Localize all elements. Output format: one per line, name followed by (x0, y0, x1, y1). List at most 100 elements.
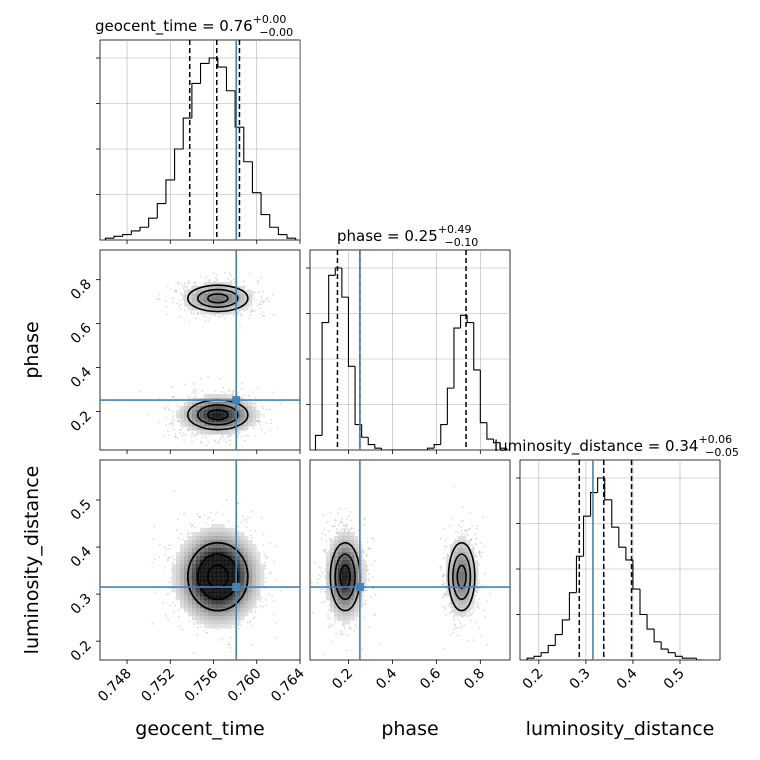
density-cell (180, 422, 184, 426)
sample-point (370, 596, 372, 598)
density-cell (212, 528, 216, 532)
density-cell (224, 430, 228, 434)
sample-point (244, 519, 246, 521)
sample-point (332, 525, 334, 527)
sample-point (177, 519, 179, 521)
sample-point (363, 524, 365, 526)
density-cell (224, 588, 228, 592)
sample-point (207, 441, 209, 443)
density-cell (180, 564, 184, 568)
sample-point (318, 578, 320, 580)
sample-point (197, 313, 199, 315)
sample-point (216, 274, 218, 276)
sample-point (349, 511, 351, 513)
density-cell (228, 576, 232, 580)
sample-point (369, 547, 371, 549)
sample-point (266, 298, 268, 300)
sample-point (250, 311, 252, 313)
density-cell (212, 580, 216, 584)
histogram-bin (487, 423, 494, 439)
sample-point (173, 291, 175, 293)
injection-marker (232, 396, 240, 404)
sample-point (180, 316, 182, 318)
injection-marker (232, 583, 240, 591)
sample-point (189, 523, 191, 525)
density-cell (180, 592, 184, 596)
sample-point (204, 514, 206, 516)
sample-point (340, 630, 342, 632)
sample-point (182, 285, 184, 287)
sample-point (272, 294, 274, 296)
sample-point (183, 432, 185, 434)
density-cell (180, 600, 184, 604)
density-cell (248, 414, 252, 418)
density-cell (176, 596, 180, 600)
sample-point (260, 428, 262, 430)
density-cell (208, 604, 212, 608)
sample-point (374, 614, 376, 616)
y-tick-label-phase: 0.8 (68, 276, 95, 303)
sample-point (254, 530, 256, 532)
density-cell (188, 600, 192, 604)
sample-point (257, 387, 259, 389)
sample-point (364, 518, 366, 520)
density-cell (212, 414, 216, 418)
density-cell (212, 568, 216, 572)
density-cell (196, 608, 200, 612)
sample-point (276, 580, 278, 582)
sample-point (166, 616, 168, 618)
density-cell (184, 608, 188, 612)
density-cell (252, 580, 256, 584)
density-cell (252, 406, 256, 410)
sample-point (240, 624, 242, 626)
density-cell (240, 576, 244, 580)
density-cell (216, 528, 220, 532)
density-cell (192, 418, 196, 422)
histogram-bin (175, 149, 184, 180)
sample-point (174, 436, 176, 438)
density-cell (196, 556, 200, 560)
density-cell (208, 616, 212, 620)
density-cell (176, 410, 180, 414)
sample-point (250, 620, 252, 622)
density-cell (212, 604, 216, 608)
sample-point (351, 527, 353, 529)
sample-point (345, 508, 347, 510)
sample-point (199, 516, 201, 518)
density-cell (200, 576, 204, 580)
sample-point (264, 562, 266, 564)
sample-point (442, 580, 444, 582)
sample-point (167, 405, 169, 407)
sample-point (260, 601, 262, 603)
sample-point (152, 538, 154, 540)
density-cell (208, 560, 212, 564)
sample-point (261, 414, 263, 416)
density-cell (208, 536, 212, 540)
density-cell (248, 588, 252, 592)
sample-point (219, 315, 221, 317)
sample-point (260, 313, 262, 315)
sample-point (249, 273, 251, 275)
density-cell (248, 418, 252, 422)
sample-point (154, 525, 156, 527)
sample-point (166, 306, 168, 308)
density-cell (216, 576, 220, 580)
sample-point (154, 559, 156, 561)
density-cell (192, 294, 196, 298)
sample-point (166, 314, 168, 316)
sample-point (171, 386, 173, 388)
density-cell (228, 532, 232, 536)
density-cell (212, 624, 216, 628)
sample-point (167, 430, 169, 432)
sample-point (270, 419, 272, 421)
density-cell (248, 302, 252, 306)
density-cell (176, 572, 180, 576)
density-cell (220, 532, 224, 536)
sample-point (238, 502, 240, 504)
sample-point (457, 532, 459, 534)
density-cell (212, 560, 216, 564)
sample-point (176, 404, 178, 406)
histogram-bin (696, 658, 703, 660)
sample-point (273, 600, 275, 602)
density-cell (240, 426, 244, 430)
